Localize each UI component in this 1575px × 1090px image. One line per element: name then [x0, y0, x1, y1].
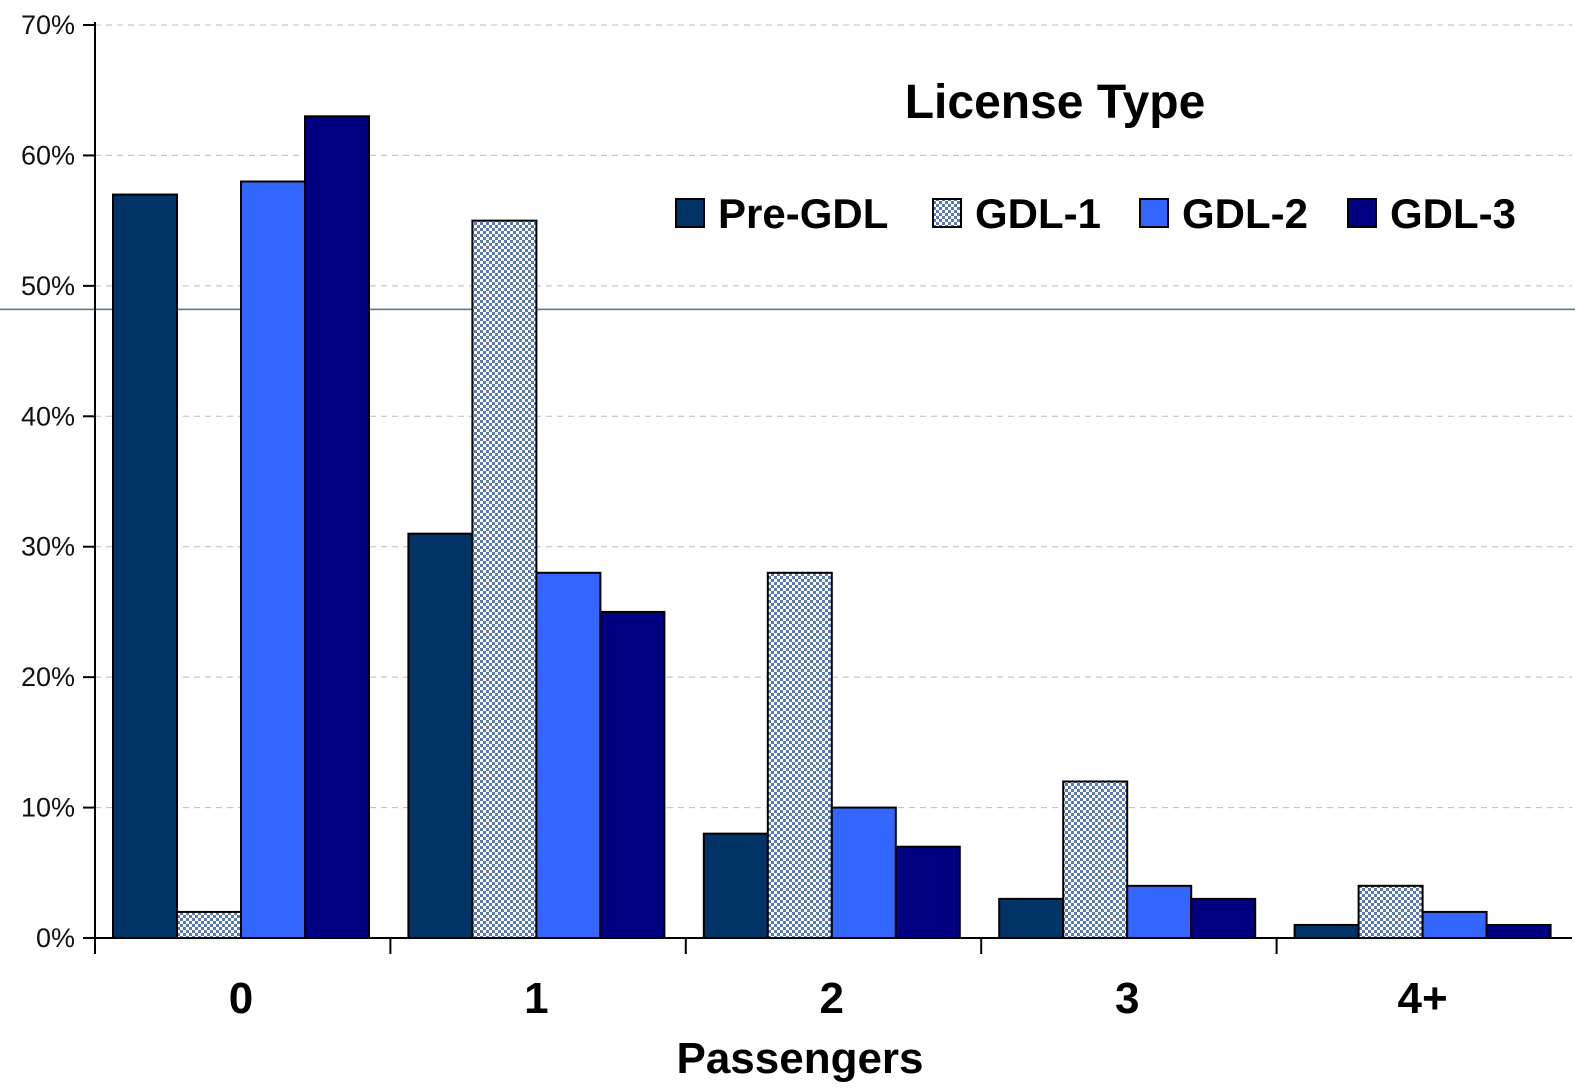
bar-gdl-2-2 — [830, 806, 897, 939]
bar-pre-gdl-2 — [702, 832, 769, 940]
legend-label: GDL-2 — [1182, 190, 1308, 237]
legend-swatch — [1347, 198, 1377, 228]
legend-label: Pre-GDL — [718, 190, 888, 237]
y-tick-labels: 0% 10% 20% 30% 40% 50% 60% 70% — [21, 10, 75, 953]
axes — [83, 22, 1572, 954]
legend-swatch — [932, 198, 962, 228]
x-tick-label: 4+ — [1398, 974, 1448, 1023]
x-tick-label: 1 — [524, 974, 548, 1023]
y-tick-label: 30% — [21, 532, 75, 562]
y-tick-label: 10% — [21, 793, 75, 823]
y-tick-label: 60% — [21, 140, 75, 170]
bar-gdl-1-3 — [1062, 780, 1129, 939]
x-axis-title: Passengers — [676, 1034, 923, 1083]
bar-gdl-3-3 — [1190, 897, 1257, 939]
bar-gdl-1-1 — [471, 219, 538, 939]
bar-gdl-1-4 — [1357, 884, 1424, 939]
legend-swatch — [675, 198, 705, 228]
legend-title: License Type — [905, 76, 1206, 129]
bar-gdl-3-1 — [599, 610, 666, 940]
y-tick-label: 0% — [36, 923, 75, 953]
legend-label: GDL-1 — [975, 190, 1101, 237]
x-tick-labels: 0 1 2 3 4+ — [229, 974, 1448, 1023]
bar-gdl-3-2 — [894, 845, 961, 940]
bar-gdl-3-0 — [304, 115, 370, 940]
legend: License Type Pre-GDL GDL-1 GDL-2 GDL-3 — [675, 76, 1516, 237]
y-tick-label: 20% — [21, 662, 75, 692]
bar-gdl-2-1 — [535, 571, 602, 939]
bar-pre-gdl-0 — [112, 193, 178, 940]
y-tick-label: 70% — [21, 10, 75, 40]
legend-swatch — [1139, 198, 1169, 228]
x-tick-label: 3 — [1115, 974, 1139, 1023]
y-tick-label: 50% — [21, 271, 75, 301]
bar-gdl-2-4 — [1421, 910, 1488, 940]
bars — [112, 115, 1552, 940]
bar-gdl-1-2 — [766, 571, 833, 939]
bar-pre-gdl-3 — [998, 897, 1065, 939]
x-tick-label: 0 — [229, 974, 253, 1023]
y-tick-label: 40% — [21, 401, 75, 431]
legend-label: GDL-3 — [1390, 190, 1516, 237]
x-tick-label: 2 — [820, 974, 844, 1023]
bar-gdl-3-4 — [1485, 923, 1552, 940]
bar-gdl-2-0 — [240, 180, 306, 939]
bar-pre-gdl-1 — [407, 532, 474, 940]
bar-gdl-1-0 — [176, 910, 242, 940]
bar-gdl-2-3 — [1126, 884, 1193, 939]
bar-pre-gdl-4 — [1293, 923, 1360, 940]
